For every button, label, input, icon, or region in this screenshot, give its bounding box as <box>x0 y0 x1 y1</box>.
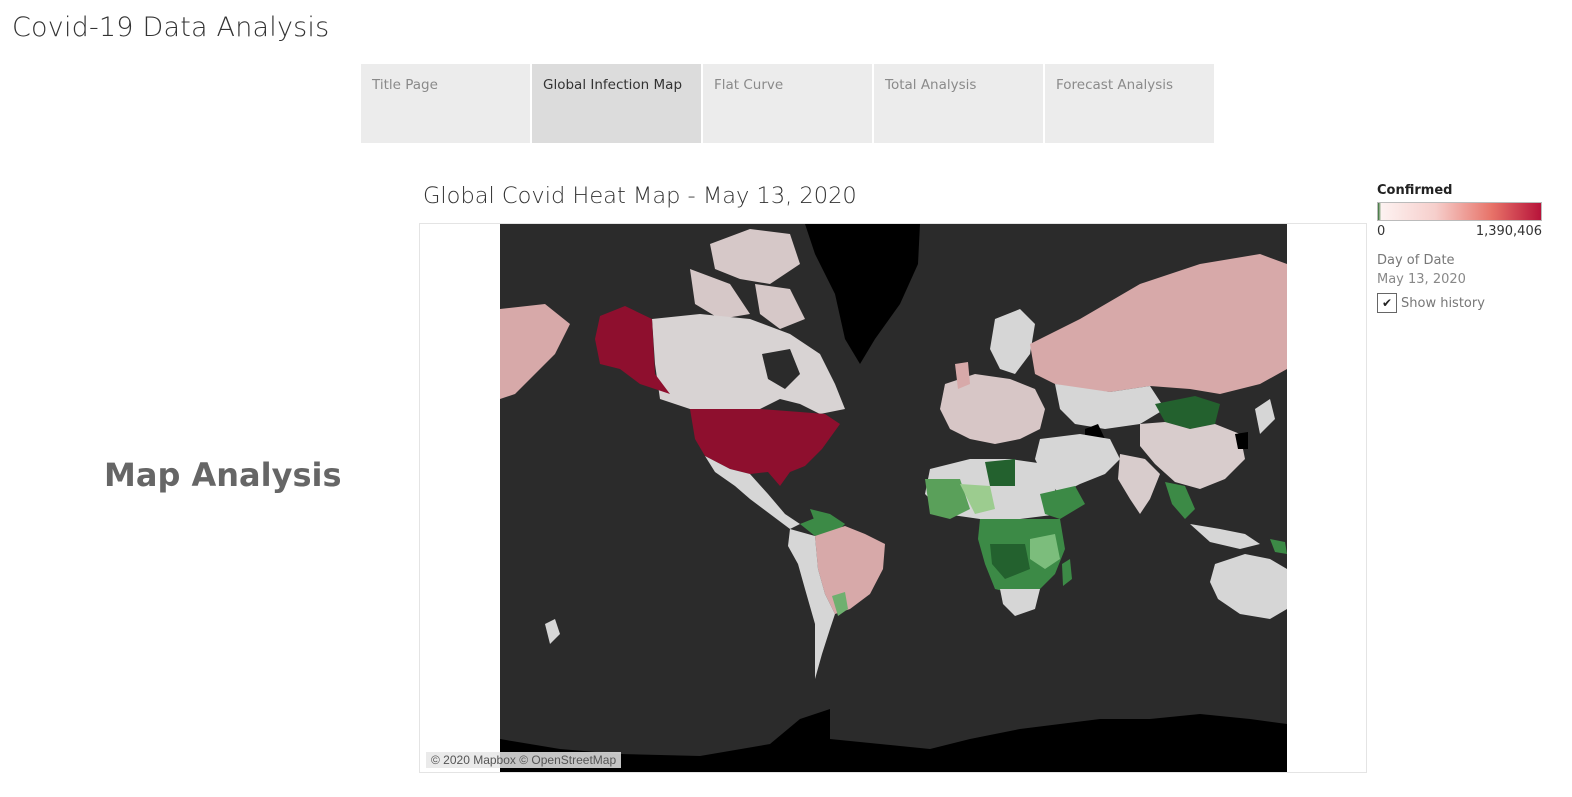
russia-west-shape[interactable] <box>500 304 570 399</box>
new-zealand-shape[interactable] <box>545 619 560 644</box>
libya-shape[interactable] <box>985 459 1015 486</box>
mongolia-shape[interactable] <box>1155 396 1220 429</box>
antarctica-shape[interactable] <box>500 709 1287 772</box>
tab-global-infection-map[interactable]: Global Infection Map <box>532 64 701 143</box>
show-history-label: Show history <box>1401 295 1485 311</box>
canada-shape[interactable] <box>652 314 845 414</box>
legend-ticks: 0 1,390,406 <box>1377 224 1542 239</box>
tab-bar: Title Page Global Infection Map Flat Cur… <box>361 64 1214 143</box>
arctic-islands-shape[interactable] <box>690 229 805 329</box>
section-heading: Map Analysis <box>104 456 342 494</box>
central-asia-shape[interactable] <box>1055 384 1165 429</box>
india-shape[interactable] <box>1118 454 1160 514</box>
usa-shape[interactable] <box>690 409 840 486</box>
map-title: Global Covid Heat Map - May 13, 2020 <box>423 183 857 209</box>
south-america-west-shape[interactable] <box>788 529 835 679</box>
show-history-toggle[interactable]: ✔ Show history <box>1377 293 1547 313</box>
west-africa-shape[interactable] <box>925 479 970 519</box>
australia-shape[interactable] <box>1210 554 1287 619</box>
middle-east-shape[interactable] <box>1035 434 1120 494</box>
greenland-shape[interactable] <box>805 224 920 364</box>
philippines-shape[interactable] <box>1270 539 1287 554</box>
app-title: Covid-19 Data Analysis <box>12 12 330 43</box>
paraguay-shape[interactable] <box>832 592 848 616</box>
date-filter-value[interactable]: May 13, 2020 <box>1377 272 1466 287</box>
madagascar-shape[interactable] <box>1062 559 1072 586</box>
tab-flat-curve[interactable]: Flat Curve <box>703 64 872 143</box>
hudson-bay-shape <box>762 349 800 389</box>
legend-max-label: 1,390,406 <box>1475 224 1542 239</box>
europe-shape[interactable] <box>940 374 1045 444</box>
tab-total-analysis[interactable]: Total Analysis <box>874 64 1043 143</box>
sahel-shape[interactable] <box>960 484 995 514</box>
brazil-shape[interactable] <box>815 526 885 614</box>
horn-of-africa-shape[interactable] <box>1040 486 1085 519</box>
korea-shape <box>1235 432 1248 449</box>
date-filter-label: Day of Date <box>1377 253 1455 268</box>
alaska-shape[interactable] <box>595 306 670 394</box>
legend-panel: Confirmed 0 1,390,406 Day of Date May 13… <box>1377 183 1547 313</box>
mexico-shape[interactable] <box>705 456 800 529</box>
east-africa-shape[interactable] <box>1030 534 1060 569</box>
southeast-asia-shape[interactable] <box>1165 482 1195 519</box>
japan-shape[interactable] <box>1255 399 1275 434</box>
scandinavia-shape[interactable] <box>990 309 1035 374</box>
tab-title-page[interactable]: Title Page <box>361 64 530 143</box>
legend-title: Confirmed <box>1377 183 1453 198</box>
indonesia-shape[interactable] <box>1190 524 1260 549</box>
tab-forecast-analysis[interactable]: Forecast Analysis <box>1045 64 1214 143</box>
congo-shape[interactable] <box>990 544 1030 579</box>
legend-min-label: 0 <box>1377 224 1386 239</box>
china-shape[interactable] <box>1140 422 1245 489</box>
uk-shape[interactable] <box>955 362 970 389</box>
map-attribution[interactable]: © 2020 Mapbox © OpenStreetMap <box>426 752 622 768</box>
russia-shape[interactable] <box>1030 254 1287 394</box>
world-map[interactable] <box>500 224 1287 772</box>
legend-color-scale <box>1377 202 1542 221</box>
world-map-graphic <box>500 224 1287 772</box>
south-africa-shape[interactable] <box>1000 589 1040 616</box>
map-frame: © 2020 Mapbox © OpenStreetMap <box>419 223 1367 773</box>
show-history-checkbox[interactable]: ✔ <box>1377 293 1397 313</box>
